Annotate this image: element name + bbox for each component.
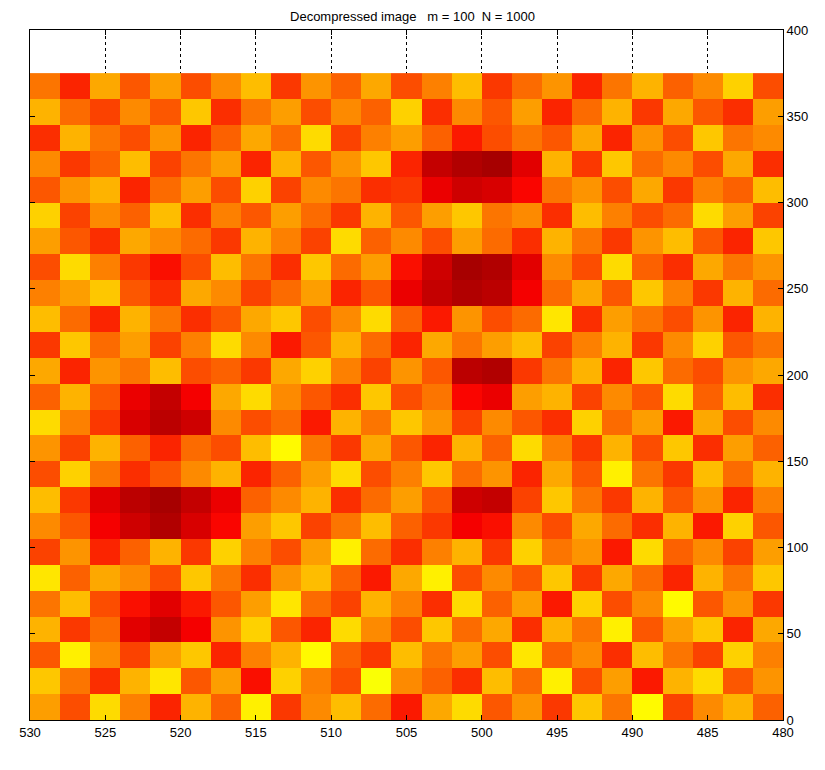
svg-text:515: 515 — [245, 725, 267, 740]
svg-text:0: 0 — [787, 713, 794, 728]
svg-text:495: 495 — [546, 725, 568, 740]
svg-text:505: 505 — [396, 725, 418, 740]
svg-text:300: 300 — [787, 195, 809, 210]
svg-text:490: 490 — [622, 725, 644, 740]
svg-text:Decompressed image m = 100: Decompressed image m = 100 N = 1000 — [290, 9, 535, 24]
svg-text:520: 520 — [170, 725, 192, 740]
svg-text:525: 525 — [94, 725, 116, 740]
svg-text:485: 485 — [697, 725, 719, 740]
svg-text:150: 150 — [787, 454, 809, 469]
svg-text:50: 50 — [787, 626, 801, 641]
svg-text:530: 530 — [19, 725, 41, 740]
svg-text:400: 400 — [787, 23, 809, 38]
svg-text:350: 350 — [787, 109, 809, 124]
svg-text:250: 250 — [787, 281, 809, 296]
svg-text:480: 480 — [772, 725, 794, 740]
svg-text:100: 100 — [787, 540, 809, 555]
svg-text:200: 200 — [787, 368, 809, 383]
svg-text:500: 500 — [471, 725, 493, 740]
svg-text:510: 510 — [320, 725, 342, 740]
